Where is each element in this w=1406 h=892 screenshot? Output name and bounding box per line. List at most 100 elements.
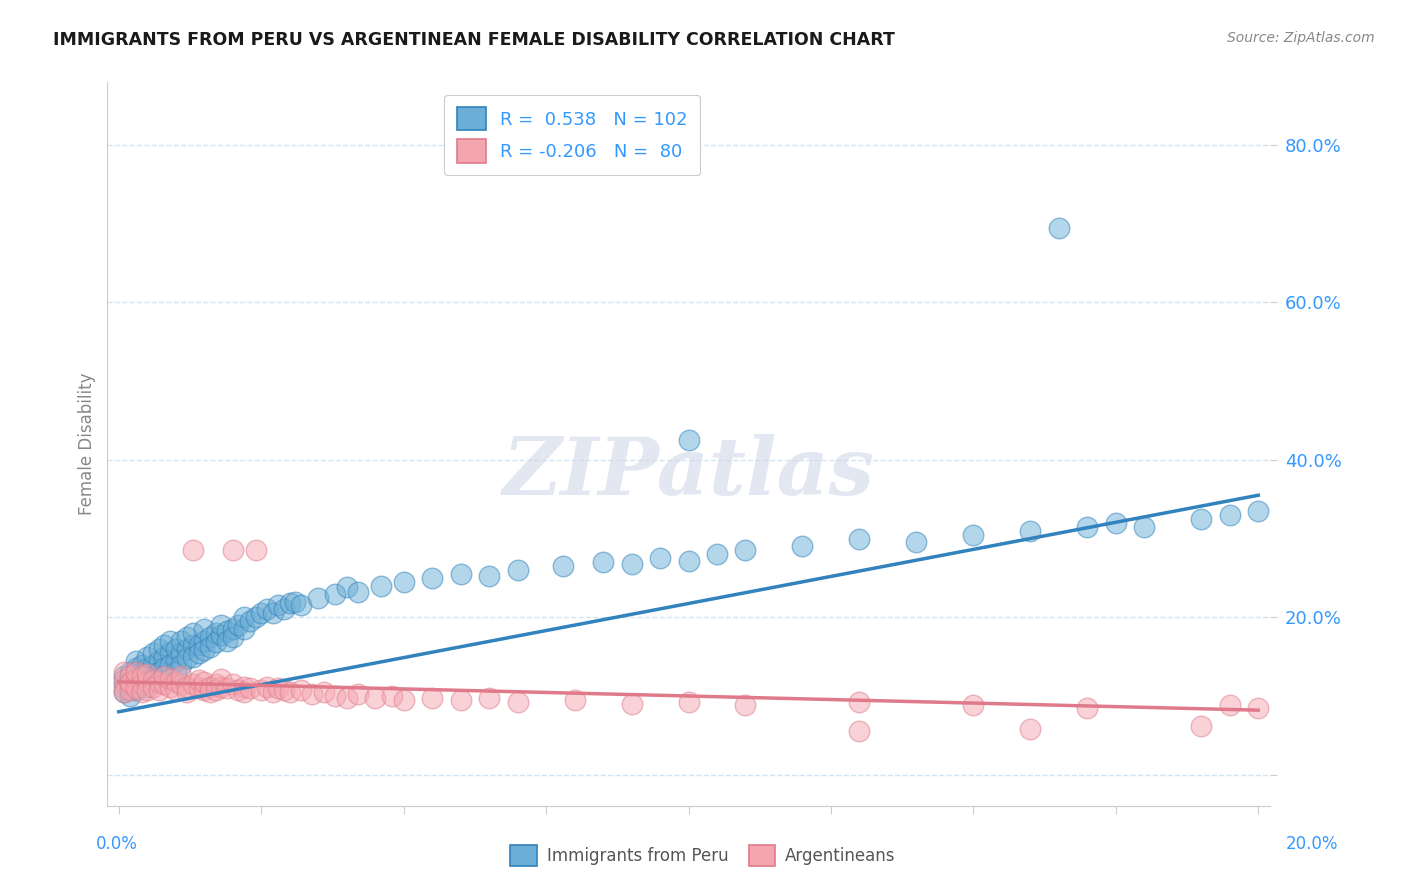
Point — [1019, 524, 1042, 538]
Point — [273, 682, 295, 697]
Point — [159, 633, 181, 648]
Point — [506, 695, 529, 709]
Point — [120, 674, 142, 689]
Point — [478, 569, 501, 583]
Point — [1076, 520, 1098, 534]
Point — [267, 681, 290, 695]
Point — [120, 677, 142, 691]
Point — [159, 657, 181, 672]
Point — [204, 677, 226, 691]
Point — [176, 651, 198, 665]
Point — [450, 566, 472, 581]
Point — [125, 673, 148, 688]
Point — [176, 641, 198, 656]
Point — [278, 685, 301, 699]
Point — [142, 669, 165, 683]
Point — [125, 654, 148, 668]
Point — [648, 551, 671, 566]
Point — [678, 433, 700, 447]
Point — [962, 527, 984, 541]
Point — [131, 669, 153, 683]
Point — [165, 654, 187, 668]
Point — [734, 543, 756, 558]
Point — [347, 585, 370, 599]
Y-axis label: Female Disability: Female Disability — [79, 373, 96, 516]
Point — [620, 557, 643, 571]
Point — [142, 646, 165, 660]
Point — [420, 571, 443, 585]
Point — [170, 646, 193, 660]
Point — [148, 682, 170, 697]
Point — [159, 680, 181, 694]
Point — [209, 672, 232, 686]
Point — [848, 532, 870, 546]
Point — [209, 627, 232, 641]
Point — [273, 602, 295, 616]
Point — [228, 682, 250, 697]
Point — [136, 673, 159, 688]
Point — [312, 685, 335, 699]
Point — [215, 624, 238, 639]
Point — [125, 681, 148, 695]
Point — [114, 669, 136, 683]
Point — [148, 673, 170, 688]
Point — [170, 633, 193, 648]
Point — [209, 680, 232, 694]
Point — [125, 665, 148, 680]
Text: 0.0%: 0.0% — [96, 835, 138, 853]
Text: 20.0%: 20.0% — [1286, 835, 1339, 853]
Point — [204, 682, 226, 697]
Point — [1219, 508, 1241, 522]
Point — [170, 669, 193, 683]
Point — [176, 685, 198, 699]
Point — [233, 622, 256, 636]
Point — [120, 669, 142, 683]
Point — [193, 622, 215, 636]
Point — [148, 641, 170, 656]
Point — [198, 680, 221, 694]
Point — [181, 638, 204, 652]
Point — [120, 665, 142, 680]
Point — [620, 697, 643, 711]
Point — [256, 680, 278, 694]
Point — [153, 638, 176, 652]
Text: Source: ZipAtlas.com: Source: ZipAtlas.com — [1227, 31, 1375, 45]
Point — [165, 665, 187, 680]
Point — [193, 643, 215, 657]
Point — [131, 665, 153, 680]
Point — [131, 677, 153, 691]
Point — [120, 677, 142, 691]
Point — [347, 688, 370, 702]
Point — [290, 682, 312, 697]
Point — [187, 681, 209, 695]
Point — [233, 680, 256, 694]
Point — [181, 543, 204, 558]
Point — [792, 540, 814, 554]
Point — [153, 669, 176, 683]
Point — [125, 673, 148, 688]
Point — [245, 610, 267, 624]
Point — [848, 724, 870, 739]
Point — [392, 574, 415, 589]
Text: ZIPatlas: ZIPatlas — [502, 434, 875, 512]
Point — [114, 665, 136, 680]
Point — [262, 685, 284, 699]
Point — [420, 690, 443, 705]
Point — [250, 607, 273, 621]
Point — [187, 673, 209, 688]
Point — [198, 640, 221, 655]
Point — [193, 674, 215, 689]
Point — [323, 689, 346, 703]
Point — [131, 677, 153, 691]
Point — [204, 626, 226, 640]
Point — [1047, 220, 1070, 235]
Point — [125, 681, 148, 695]
Point — [392, 693, 415, 707]
Point — [125, 682, 148, 697]
Point — [120, 689, 142, 703]
Point — [142, 673, 165, 688]
Point — [198, 630, 221, 644]
Text: IMMIGRANTS FROM PERU VS ARGENTINEAN FEMALE DISABILITY CORRELATION CHART: IMMIGRANTS FROM PERU VS ARGENTINEAN FEMA… — [53, 31, 896, 49]
Point — [450, 693, 472, 707]
Point — [142, 657, 165, 672]
